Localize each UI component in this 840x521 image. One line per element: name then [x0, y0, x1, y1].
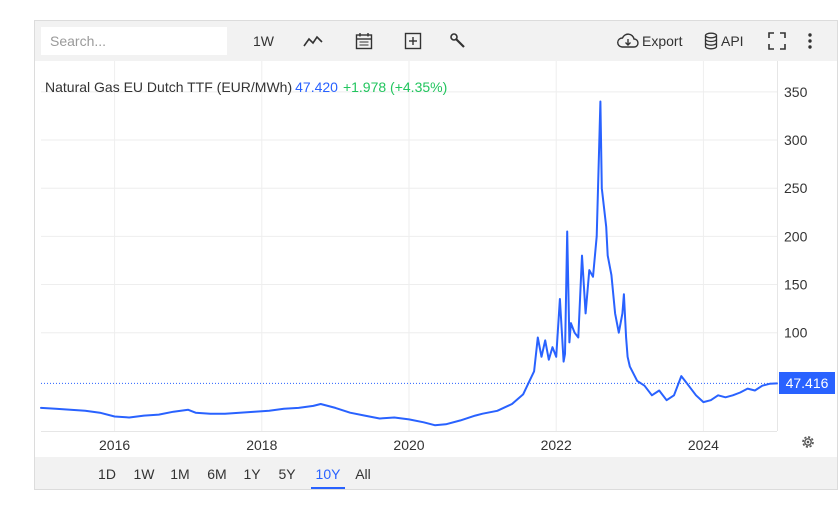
fullscreen-button[interactable]: [768, 29, 786, 53]
database-icon: [704, 32, 718, 50]
compare-button[interactable]: [355, 29, 373, 53]
x-tick-label: 2018: [246, 437, 277, 453]
chart-type-button[interactable]: [303, 29, 323, 53]
interval-label: 1W: [253, 33, 274, 49]
range-button-10y[interactable]: 10Y: [311, 457, 345, 489]
y-tick-label: 150: [784, 277, 808, 293]
cloud-download-icon: [617, 33, 639, 48]
range-button-5y[interactable]: 5Y: [278, 466, 296, 482]
x-tick-label: 2024: [688, 437, 719, 453]
y-tick-label: 100: [784, 325, 808, 341]
chart-widget: 1W: [34, 20, 838, 490]
range-button-6m[interactable]: 6M: [207, 466, 227, 482]
price-series-line: [40, 100, 778, 427]
range-selector: 1D 1W 1M 6M 1Y 5Y 10Y All: [35, 457, 837, 489]
range-button-1w[interactable]: 1W: [133, 466, 155, 482]
x-tick-label: 2020: [393, 437, 424, 453]
add-indicator-button[interactable]: [404, 29, 422, 53]
y-tick-label: 200: [784, 228, 808, 244]
api-button[interactable]: API: [704, 29, 744, 53]
export-label: Export: [642, 33, 683, 49]
x-tick-label: 2016: [99, 437, 130, 453]
series-legend: Natural Gas EU Dutch TTF (EUR/MWh) 47.420…: [45, 79, 447, 95]
range-button-1y[interactable]: 1Y: [243, 466, 261, 482]
range-button-1d[interactable]: 1D: [98, 466, 116, 482]
fullscreen-icon: [768, 32, 786, 50]
series-name: Natural Gas EU Dutch TTF (EUR/MWh): [45, 79, 293, 95]
wrench-icon: [450, 33, 465, 48]
series-price: 47.420: [295, 79, 338, 95]
plus-square-icon: [404, 32, 422, 50]
toolbar: 1W: [35, 21, 837, 61]
calendar-icon: [355, 33, 373, 50]
gear-icon[interactable]: [800, 434, 816, 450]
range-button-1m[interactable]: 1M: [170, 466, 190, 482]
interval-button[interactable]: 1W: [253, 29, 274, 53]
more-menu-button[interactable]: [807, 29, 813, 53]
x-tick-label: 2022: [541, 437, 572, 453]
api-label: API: [721, 33, 744, 49]
y-tick-label: 350: [784, 84, 808, 100]
series-change: +1.978 (+4.35%): [342, 79, 448, 95]
more-vertical-icon: [808, 33, 812, 49]
search-input[interactable]: [41, 27, 227, 55]
chart-area[interactable]: 100 150 200 250 300 350 2016 2018 2020 2022 2024: [35, 21, 837, 457]
y-tick-label: 250: [784, 180, 808, 196]
line-chart-icon: [303, 35, 323, 47]
settings-tools-button[interactable]: [449, 29, 467, 53]
range-button-all[interactable]: All: [355, 466, 371, 482]
y-tick-label: 300: [784, 132, 808, 148]
export-button[interactable]: Export: [617, 29, 682, 53]
last-price-tag: 47.416: [779, 372, 835, 395]
